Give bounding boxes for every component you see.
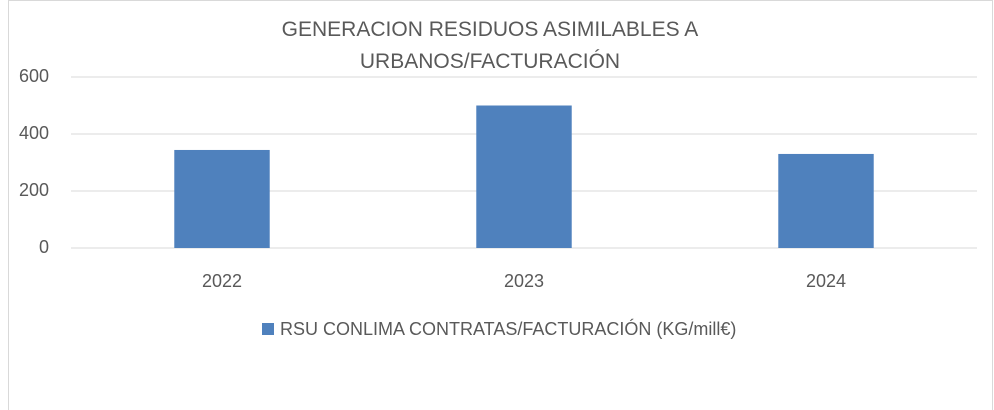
chart-border <box>8 0 993 410</box>
y-tick-label: 200 <box>19 180 49 200</box>
bar <box>174 149 270 248</box>
x-tick-label: 2022 <box>202 271 242 291</box>
bar <box>476 105 572 248</box>
y-tick-label: 600 <box>19 66 49 86</box>
legend-label: RSU CONLIMA CONTRATAS/FACTURACIÓN (KG/mi… <box>280 318 736 339</box>
x-tick-label: 2023 <box>504 271 544 291</box>
y-tick-label: 400 <box>19 123 49 143</box>
bar <box>778 153 874 248</box>
y-tick-label: 0 <box>39 237 49 257</box>
x-tick-label: 2024 <box>806 271 846 291</box>
legend-swatch <box>262 323 274 335</box>
chart-title: GENERACION RESIDUOS ASIMILABLES A URBANO… <box>281 18 699 73</box>
